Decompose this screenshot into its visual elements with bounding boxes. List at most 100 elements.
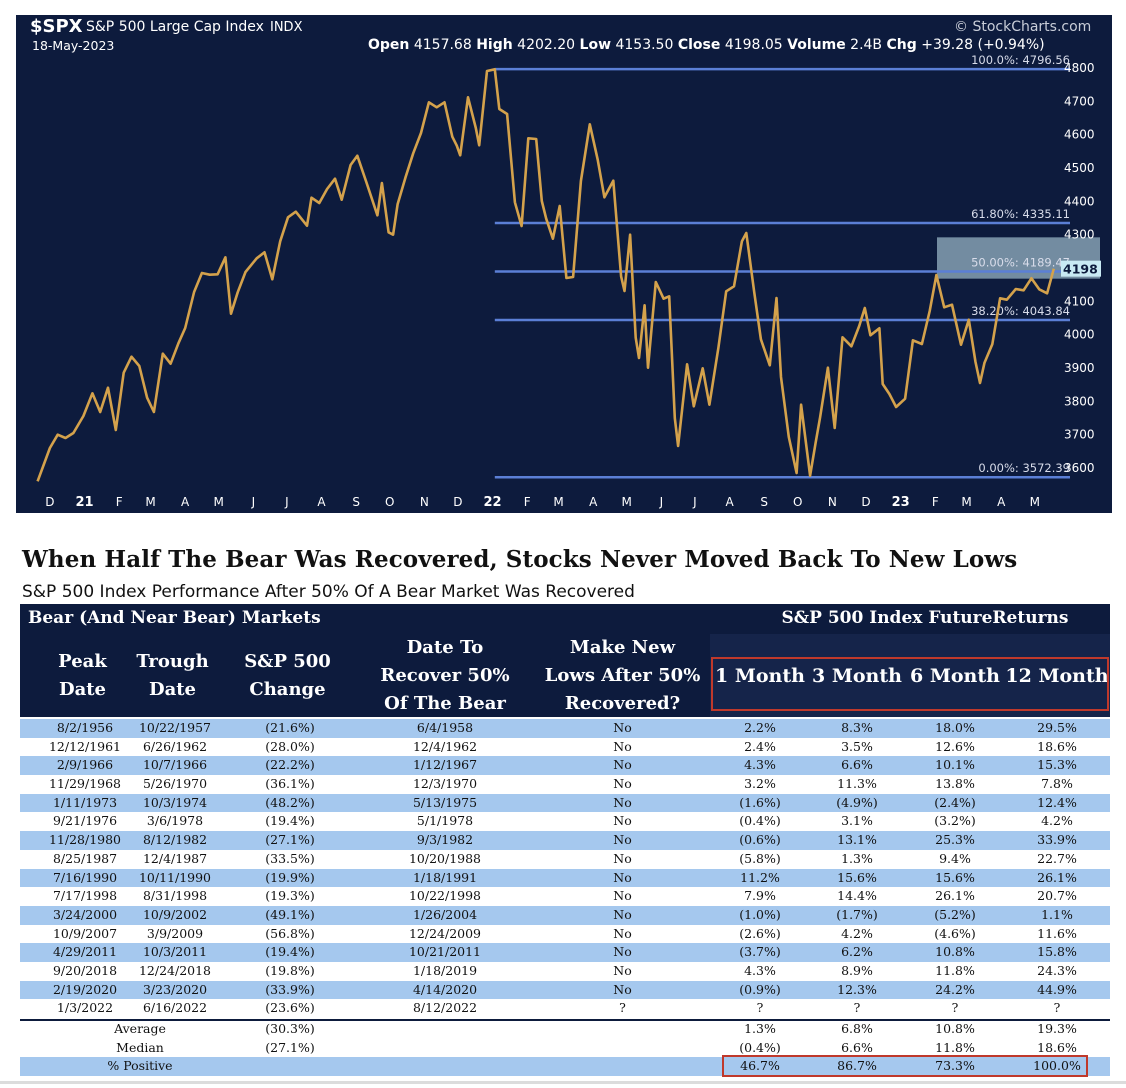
cell-ret-3m: 8.3%: [808, 720, 906, 735]
table-row: 3/24/2000 10/9/2002 (49.1%) 1/26/2004 No (1.0…: [20, 906, 1110, 925]
cell-recover-date: 10/21/2011: [370, 944, 520, 959]
cell-recover-date: 1/26/2004: [370, 907, 520, 922]
cell-ret-1m: 2.4%: [712, 739, 808, 754]
cell-ret-6m: 13.8%: [906, 776, 1004, 791]
cell-ret-12m: 44.9%: [1004, 982, 1110, 997]
chart-source: © StockCharts.com: [954, 19, 1091, 35]
cell-ret-1m: 11.2%: [712, 870, 808, 885]
cell-ret-1m: (2.6%): [712, 926, 808, 941]
cell-ret-6m: 12.6%: [906, 739, 1004, 754]
table-body: 8/2/1956 10/22/1957 (21.6%) 6/4/1958 No 2.2% 8…: [20, 719, 1110, 1076]
low-label: Low: [580, 37, 611, 53]
high-value: 4202.20: [517, 37, 575, 53]
cell-ret-12m: 4.2%: [1004, 813, 1110, 828]
cell-new-lows: No: [535, 720, 710, 735]
cell-recover-date: 1/18/1991: [370, 870, 520, 885]
table-row: 8/2/1956 10/22/1957 (21.6%) 6/4/1958 No 2.2% 8…: [20, 719, 1110, 738]
cell-recover-date: 12/4/1962: [370, 739, 520, 754]
cell-ret-6m: 15.6%: [906, 870, 1004, 885]
x-tick-label: J: [251, 495, 256, 509]
cell-trough-date: 3/6/1978: [120, 813, 230, 828]
cell-ret-3m: 6.2%: [808, 944, 906, 959]
cell-change: (19.4%): [240, 944, 340, 959]
cell-trough-date: 3/23/2020: [120, 982, 230, 997]
x-tick-label: F: [932, 495, 939, 509]
cell-trough-date: 3/9/2009: [120, 926, 230, 941]
summary-cell-m6: 10.8%: [906, 1021, 1004, 1036]
y-tick-label: 4400: [1064, 194, 1095, 208]
cell-ret-1m: 4.3%: [712, 757, 808, 772]
group-header-bear-markets: Bear (And Near Bear) Markets: [28, 608, 321, 628]
cell-ret-3m: 6.6%: [808, 757, 906, 772]
cell-recover-date: 1/12/1967: [370, 757, 520, 772]
x-tick-label: M: [1030, 495, 1040, 509]
table-subtitle: S&P 500 Index Performance After 50% Of A…: [22, 582, 635, 602]
cell-recover-date: 8/12/2022: [370, 1000, 520, 1015]
x-tick-label: D: [45, 495, 54, 509]
cell-change: (19.8%): [240, 963, 340, 978]
summary-divider: [20, 1019, 1110, 1021]
open-value: 4157.68: [414, 37, 472, 53]
cell-ret-12m: 11.6%: [1004, 926, 1110, 941]
high-label: High: [476, 37, 513, 53]
cell-new-lows: No: [535, 795, 710, 810]
y-tick-label: 3600: [1064, 461, 1095, 475]
cell-new-lows: No: [535, 851, 710, 866]
cell-ret-1m: (0.6%): [712, 832, 808, 847]
table-row: 11/28/1980 8/12/1982 (27.1%) 9/3/1982 No (0.6…: [20, 831, 1110, 850]
table-header: Bear (And Near Bear) Markets S&P 500 Ind…: [20, 604, 1110, 717]
x-tick-label: J: [659, 495, 664, 509]
col-header-trough-date: Trough Date: [120, 648, 225, 704]
x-tick-label: F: [524, 495, 531, 509]
cell-ret-3m: 13.1%: [808, 832, 906, 847]
cell-trough-date: 8/31/1998: [120, 888, 230, 903]
cell-recover-date: 1/18/2019: [370, 963, 520, 978]
cell-change: (22.2%): [240, 757, 340, 772]
summary-cell-m3: 6.6%: [808, 1040, 906, 1055]
cell-ret-6m: 26.1%: [906, 888, 1004, 903]
volume-label: Volume: [787, 37, 846, 53]
cell-ret-6m: 9.4%: [906, 851, 1004, 866]
cell-recover-date: 6/4/1958: [370, 720, 520, 735]
x-tick-label: M: [145, 495, 155, 509]
group-header-future-returns: S&P 500 Index FutureReturns: [740, 608, 1110, 628]
cell-ret-3m: 8.9%: [808, 963, 906, 978]
cell-new-lows: No: [535, 944, 710, 959]
fib-label: 61.80%: 4335.11: [971, 207, 1070, 221]
x-tick-label: 22: [484, 495, 502, 510]
table-row: 9/20/2018 12/24/2018 (19.8%) 1/18/2019 No 4.3…: [20, 962, 1110, 981]
cell-ret-12m: 24.3%: [1004, 963, 1110, 978]
x-tick-label: M: [553, 495, 563, 509]
cell-ret-12m: 26.1%: [1004, 870, 1110, 885]
cell-new-lows: No: [535, 870, 710, 885]
summary-cell-m6: 11.8%: [906, 1040, 1004, 1055]
x-tick-label: S: [760, 495, 768, 509]
last-price-label: 4198: [1063, 262, 1098, 277]
y-tick-label: 4300: [1064, 228, 1095, 242]
summary-cell-m12: 18.6%: [1004, 1040, 1110, 1055]
table-row: 4/29/2011 10/3/2011 (19.4%) 10/21/2011 No (3.…: [20, 943, 1110, 962]
y-tick-label: 3900: [1064, 361, 1095, 375]
cell-ret-3m: 1.3%: [808, 851, 906, 866]
close-value: 4198.05: [725, 37, 783, 53]
table-row: 1/11/1973 10/3/1974 (48.2%) 5/13/1975 No (1.6…: [20, 794, 1110, 813]
cell-trough-date: 6/16/2022: [120, 1000, 230, 1015]
cell-ret-12m: 7.8%: [1004, 776, 1110, 791]
y-tick-label: 4600: [1064, 128, 1095, 142]
cell-change: (27.1%): [240, 832, 340, 847]
bottom-divider: [0, 1081, 1126, 1084]
y-tick-label: 4800: [1064, 61, 1095, 75]
cell-trough-date: 12/4/1987: [120, 851, 230, 866]
chart-index-name: S&P 500 Large Cap Index: [86, 19, 264, 35]
cell-ret-12m: ?: [1004, 1000, 1110, 1015]
cell-recover-date: 12/24/2009: [370, 926, 520, 941]
chart-date: 18-May-2023: [32, 38, 114, 53]
cell-ret-3m: 3.1%: [808, 813, 906, 828]
cell-ret-6m: 25.3%: [906, 832, 1004, 847]
cell-recover-date: 10/20/1988: [370, 851, 520, 866]
fib-label: 100.0%: 4796.56: [971, 53, 1070, 67]
fib-label: 0.00%: 3572.39: [978, 461, 1070, 475]
returns-header-highlight: [711, 657, 1109, 711]
cell-change: (19.3%): [240, 888, 340, 903]
cell-ret-3m: 3.5%: [808, 739, 906, 754]
